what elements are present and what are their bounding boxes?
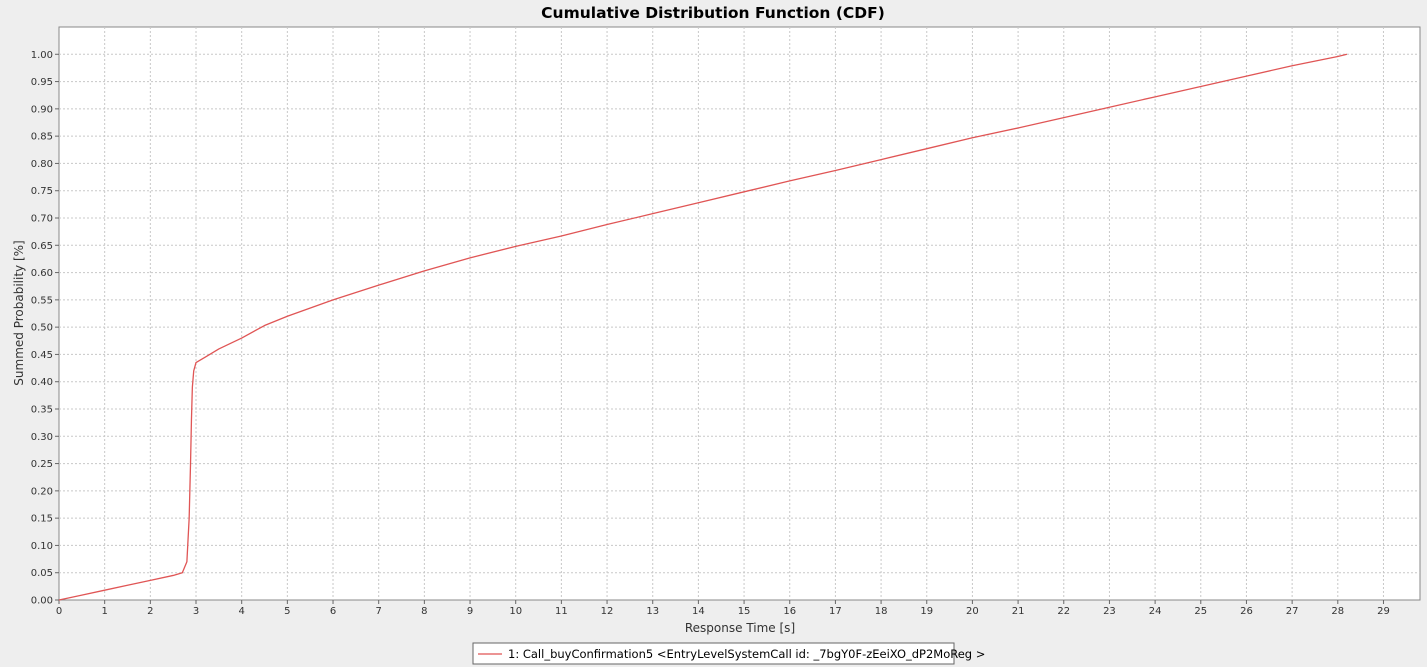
x-tick-label: 10 <box>509 606 522 617</box>
y-tick-label: 0.55 <box>31 295 53 306</box>
x-tick-label: 15 <box>738 606 751 617</box>
y-tick-label: 0.00 <box>31 596 53 607</box>
y-tick-label: 0.80 <box>31 159 53 170</box>
axis-ticks: 0 1 2 3 4 5 6 7 8 9 10 11 12 13 14 15 16 17 18 19 20 21 22 23 24… <box>31 50 1390 617</box>
x-tick-label: 13 <box>646 606 659 617</box>
series-line-1 <box>58 53 1348 601</box>
x-tick-label: 14 <box>692 606 705 617</box>
x-tick-label: 12 <box>601 606 614 617</box>
y-tick-label: 0.95 <box>31 77 53 88</box>
x-tick-label: 11 <box>555 606 568 617</box>
x-tick-label: 22 <box>1057 606 1070 617</box>
x-tick-label: 28 <box>1331 606 1344 617</box>
x-tick-label: 24 <box>1149 606 1162 617</box>
x-axis-label: Response Time [s] <box>685 621 795 635</box>
x-tick-label: 17 <box>829 606 842 617</box>
y-tick-label: 0.65 <box>31 241 53 252</box>
legend: 1: Call_buyConfirmation5 <EntryLevelSyst… <box>472 642 985 665</box>
x-tick-label: 27 <box>1286 606 1299 617</box>
y-axis-label: Summed Probability [%] <box>12 240 26 385</box>
x-tick-label: 20 <box>966 606 979 617</box>
y-tick-label: 0.70 <box>31 214 53 225</box>
x-tick-label: 26 <box>1240 606 1253 617</box>
x-tick-label: 23 <box>1103 606 1116 617</box>
y-tick-label: 0.40 <box>31 377 53 388</box>
y-tick-label: 0.25 <box>31 459 53 470</box>
x-tick-label: 16 <box>783 606 796 617</box>
x-tick-label: 4 <box>238 606 244 617</box>
series-layer <box>58 53 1348 601</box>
x-tick-label: 7 <box>376 606 382 617</box>
x-tick-label: 6 <box>330 606 336 617</box>
y-tick-label: 0.85 <box>31 132 53 143</box>
x-tick-label: 25 <box>1194 606 1207 617</box>
grid-lines <box>59 27 1420 600</box>
y-tick-label: 0.20 <box>31 486 53 497</box>
x-tick-label: 18 <box>875 606 888 617</box>
x-tick-label: 19 <box>920 606 933 617</box>
y-tick-label: 0.60 <box>31 268 53 279</box>
x-tick-label: 3 <box>193 606 199 617</box>
y-tick-label: 0.30 <box>31 432 53 443</box>
y-tick-label: 1.00 <box>31 50 53 61</box>
x-tick-label: 29 <box>1377 606 1390 617</box>
x-tick-label: 8 <box>421 606 427 617</box>
y-tick-label: 0.75 <box>31 186 53 197</box>
y-tick-label: 0.35 <box>31 405 53 416</box>
x-tick-label: 21 <box>1012 606 1025 617</box>
x-tick-label: 0 <box>56 606 62 617</box>
y-tick-label: 0.05 <box>31 568 53 579</box>
x-tick-label: 1 <box>101 606 107 617</box>
legend-entry-label: 1: Call_buyConfirmation5 <EntryLevelSyst… <box>508 647 985 661</box>
legend-box <box>472 642 955 665</box>
y-tick-label: 0.15 <box>31 514 53 525</box>
y-tick-label: 0.90 <box>31 104 53 115</box>
plot-area <box>58 26 1421 601</box>
x-tick-label: 5 <box>284 606 290 617</box>
x-tick-label: 9 <box>467 606 473 617</box>
x-tick-label: 2 <box>147 606 153 617</box>
chart-title: Cumulative Distribution Function (CDF) <box>541 4 885 22</box>
y-tick-label: 0.10 <box>31 541 53 552</box>
y-tick-label: 0.45 <box>31 350 53 361</box>
y-tick-label: 0.50 <box>31 323 53 334</box>
